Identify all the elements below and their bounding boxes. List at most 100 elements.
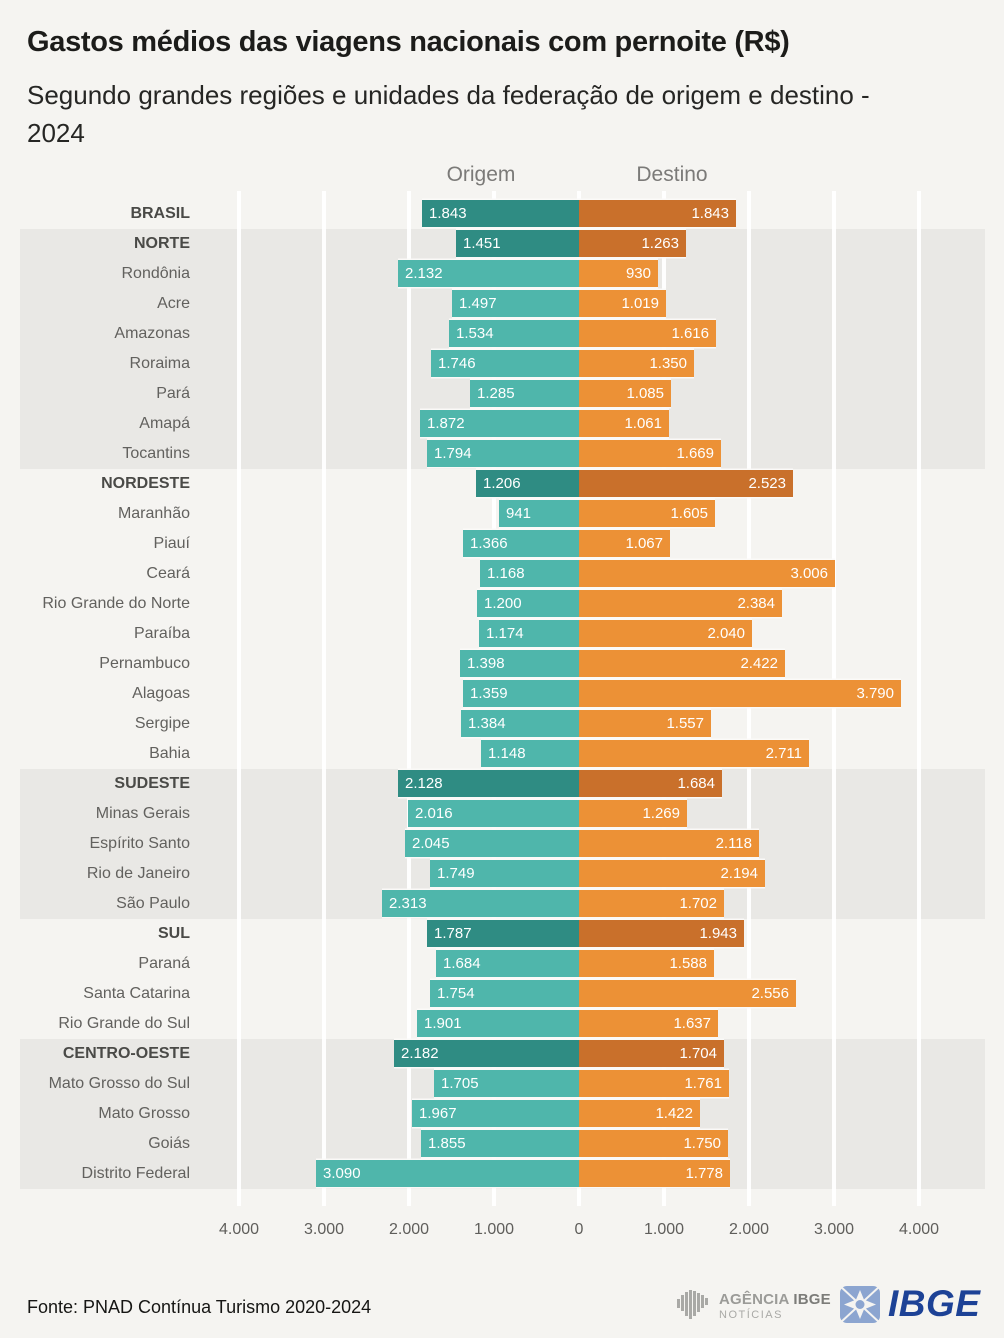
destino-value: 1.588: [669, 955, 707, 972]
origem-bar: 1.872: [420, 410, 579, 437]
row-label: Rondônia: [121, 265, 191, 282]
gridline: [322, 191, 326, 1206]
destino-bar: 1.350: [579, 350, 694, 377]
destino-bar: 2.384: [579, 590, 782, 617]
origem-bar: 2.045: [405, 830, 579, 857]
destino-bar: 1.557: [579, 710, 711, 737]
page-title: Gastos médios das viagens nacionais com …: [27, 26, 790, 58]
origem-value: 2.016: [415, 805, 453, 822]
ibge-logo-text: IBGE: [888, 1283, 981, 1324]
origem-value: 1.359: [470, 685, 508, 702]
destino-value: 1.557: [666, 715, 704, 732]
destino-bar: 1.085: [579, 380, 671, 407]
origem-bar: 1.534: [449, 320, 579, 347]
agencia-ibge-label: IBGE: [793, 1291, 831, 1308]
destino-value: 2.422: [740, 655, 778, 672]
row-label: SUDESTE: [114, 775, 190, 792]
row-label: Pará: [156, 385, 190, 402]
row-label: NORDESTE: [101, 475, 190, 492]
origem-value: 1.872: [427, 415, 465, 432]
origem-bar: 3.090: [316, 1160, 579, 1187]
destino-value: 2.384: [737, 595, 775, 612]
destino-value: 1.761: [684, 1075, 722, 1092]
origem-bar: 1.794: [427, 440, 579, 467]
row-label: Piauí: [153, 535, 190, 552]
destino-value: 1.061: [624, 415, 662, 432]
destino-value: 1.085: [626, 385, 664, 402]
agencia-ibge-noticias-logo: AGÊNCIA IBGE NOTÍCIAS: [676, 1286, 831, 1323]
gridline: [237, 191, 241, 1206]
origem-bar: 2.182: [394, 1040, 579, 1067]
destino-bar: 1.637: [579, 1010, 718, 1037]
page-subtitle: Segundo grandes regiões e unidades da fe…: [27, 80, 870, 148]
destino-value: 1.605: [670, 505, 708, 522]
row-label: São Paulo: [116, 895, 190, 912]
destino-value: 1.019: [621, 295, 659, 312]
destino-value: 1.843: [691, 205, 729, 222]
origem-value: 2.182: [401, 1045, 439, 1062]
destino-bar: 1.061: [579, 410, 669, 437]
origem-value: 1.168: [487, 565, 525, 582]
origem-bar: 1.684: [436, 950, 579, 977]
origem-bar: 1.384: [461, 710, 579, 737]
destino-value: 2.556: [751, 985, 789, 1002]
row-label: Minas Gerais: [95, 805, 190, 822]
row-label: Espírito Santo: [89, 835, 191, 852]
origem-value: 1.794: [434, 445, 472, 462]
destino-bar: 930: [579, 260, 658, 287]
agencia-ibge-map-icon: [677, 1290, 708, 1319]
origem-value: 1.451: [463, 235, 501, 252]
destino-value: 1.750: [683, 1135, 721, 1152]
origem-bar: 1.787: [427, 920, 579, 947]
row-label: Paraná: [138, 955, 190, 972]
destino-bar: 1.019: [579, 290, 666, 317]
row-label: Roraima: [129, 355, 190, 372]
destino-bar: 1.616: [579, 320, 716, 347]
destino-bar: 1.269: [579, 800, 687, 827]
row-label: Sergipe: [134, 715, 190, 732]
origem-bar: 1.285: [470, 380, 579, 407]
row-label: Mato Grosso do Sul: [48, 1075, 190, 1092]
row-label: Paraíba: [133, 625, 190, 642]
origem-value: 941: [506, 505, 532, 522]
origem-value: 1.200: [484, 595, 522, 612]
row-label: NORTE: [134, 235, 190, 252]
origem-value: 1.746: [438, 355, 476, 372]
destino-bar: 1.067: [579, 530, 670, 557]
destino-value: 930: [625, 265, 651, 282]
destino-bar: 3.006: [579, 560, 835, 587]
destino-bar: 2.040: [579, 620, 752, 647]
origem-bar: 1.901: [417, 1010, 579, 1037]
origem-value: 1.749: [437, 865, 475, 882]
destino-value: 1.350: [649, 355, 687, 372]
origem-bar: 2.016: [408, 800, 579, 827]
destino-value: 1.269: [642, 805, 680, 822]
row-label: Rio Grande do Sul: [58, 1015, 190, 1032]
gridline: [917, 191, 921, 1206]
row-label: BRASIL: [130, 205, 190, 222]
destino-value: 2.118: [715, 835, 752, 852]
destino-bar: 2.556: [579, 980, 796, 1007]
row-label: CENTRO-OESTE: [62, 1045, 190, 1062]
origem-bar: 2.132: [398, 260, 579, 287]
agencia-noticias-label: NOTÍCIAS: [719, 1309, 783, 1321]
row-label: SUL: [158, 925, 190, 942]
origem-bar: 1.451: [456, 230, 579, 257]
origem-value: 1.855: [428, 1135, 466, 1152]
destino-bar: 1.684: [579, 770, 722, 797]
origem-value: 1.285: [477, 385, 515, 402]
origem-value: 1.787: [434, 925, 472, 942]
destino-value: 1.067: [625, 535, 663, 552]
destino-value: 1.616: [671, 325, 709, 342]
row-label: Rio Grande do Norte: [42, 595, 190, 612]
origem-bar: 1.855: [421, 1130, 579, 1157]
row-label: Ceará: [146, 565, 190, 582]
row-label: Rio de Janeiro: [86, 865, 190, 882]
destino-bar: 2.422: [579, 650, 785, 677]
destino-bar: 1.750: [579, 1130, 728, 1157]
row-label: Amapá: [139, 415, 190, 432]
destino-value: 3.006: [790, 565, 828, 582]
origem-bar: 1.754: [430, 980, 579, 1007]
origem-bar: 2.128: [398, 770, 579, 797]
